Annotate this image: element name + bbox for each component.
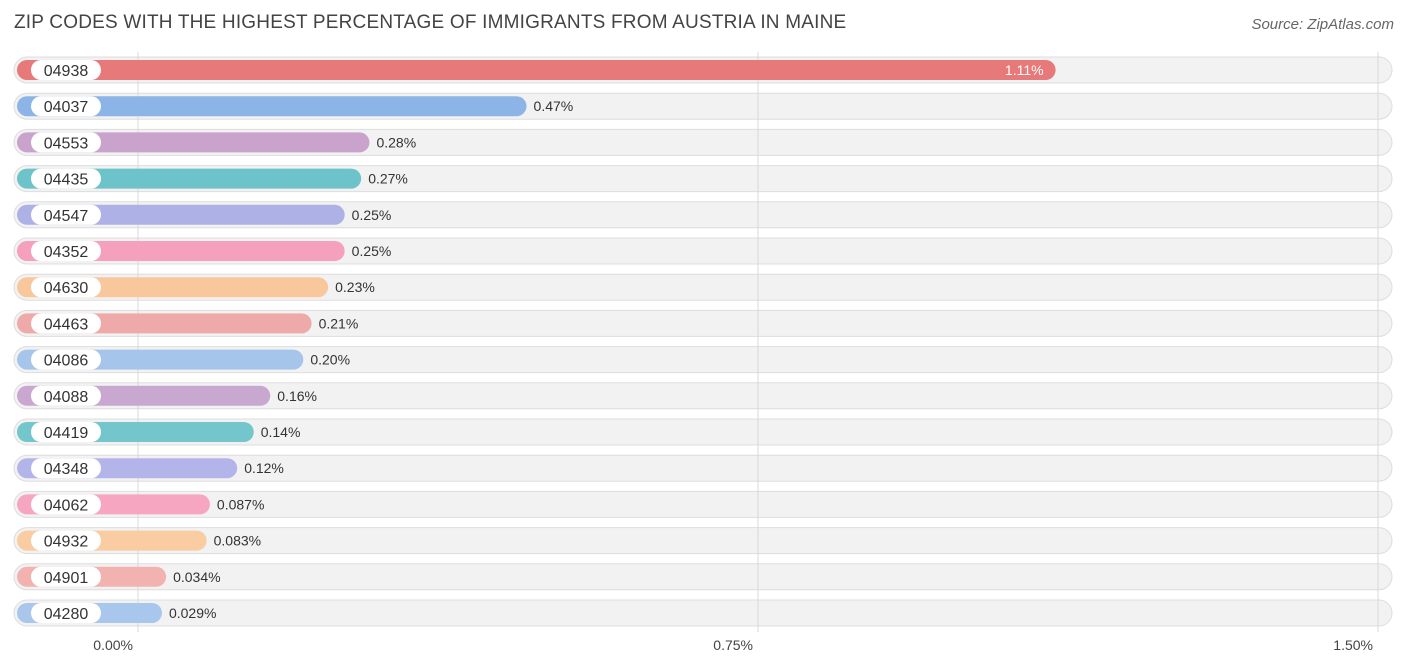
value-label: 0.20% [310,352,350,368]
category-label: 04037 [44,99,89,116]
category-label: 04088 [44,389,89,406]
value-label: 1.11% [1005,62,1044,78]
category-pill [31,458,101,479]
category-label: 04932 [44,534,89,551]
row-background [13,309,1393,337]
bar [17,168,362,189]
row-background [13,237,1393,265]
category-label: 04419 [44,425,89,442]
category-pill [31,494,101,515]
category-label: 04630 [44,280,89,297]
category-label: 04553 [44,135,89,152]
value-label: 0.083% [214,533,261,549]
value-label: 0.034% [173,569,220,585]
category-pill [31,385,101,406]
category-label: 04062 [44,497,89,514]
category-label: 04901 [44,570,89,587]
category-pill [31,603,101,623]
value-label: 0.28% [376,134,416,150]
source-credit: Source: ZipAtlas.com [1251,16,1394,33]
row-background [13,273,1393,301]
category-pill [31,204,101,225]
row-background [13,346,1393,374]
category-pill [31,168,101,189]
value-label: 0.25% [352,207,392,223]
row-background [13,418,1393,446]
value-label: 0.21% [319,315,359,331]
category-label: 04280 [44,606,89,623]
category-label: 04348 [44,461,89,478]
category-pill [31,566,101,587]
category-pill [31,530,101,551]
bar [17,60,1056,80]
row-background [13,563,1393,591]
value-label: 0.27% [368,171,408,187]
category-label: 04435 [44,172,89,189]
row-background [13,382,1393,410]
tick-label: 1.50% [1333,637,1373,653]
bar [17,132,370,153]
category-pill [31,241,101,261]
category-pill [31,96,101,117]
category-pill [31,132,101,153]
value-label: 0.23% [335,279,375,295]
tick-label: 0.00% [93,637,133,653]
bar [17,96,527,117]
value-label: 0.16% [277,388,317,404]
value-label: 0.087% [217,496,264,512]
category-label: 04938 [44,63,89,80]
category-label: 04086 [44,353,89,370]
value-label: 0.029% [169,605,216,621]
value-label: 0.25% [352,243,392,259]
chart-title: ZIP CODES WITH THE HIGHEST PERCENTAGE OF… [14,12,847,33]
tick-label: 0.75% [713,637,753,653]
row-background [13,201,1393,229]
row-background [13,490,1393,518]
row-background [13,527,1393,555]
category-pill [31,349,101,370]
category-pill [31,313,101,334]
category-label: 04547 [44,208,89,225]
category-pill [31,60,101,80]
category-pill [31,277,101,298]
value-label: 0.47% [534,98,574,114]
category-label: 04352 [44,244,89,261]
value-label: 0.14% [261,424,301,440]
value-label: 0.12% [244,460,284,476]
category-label: 04463 [44,316,89,333]
row-background [13,599,1393,627]
category-pill [31,422,101,442]
row-background [13,454,1393,482]
